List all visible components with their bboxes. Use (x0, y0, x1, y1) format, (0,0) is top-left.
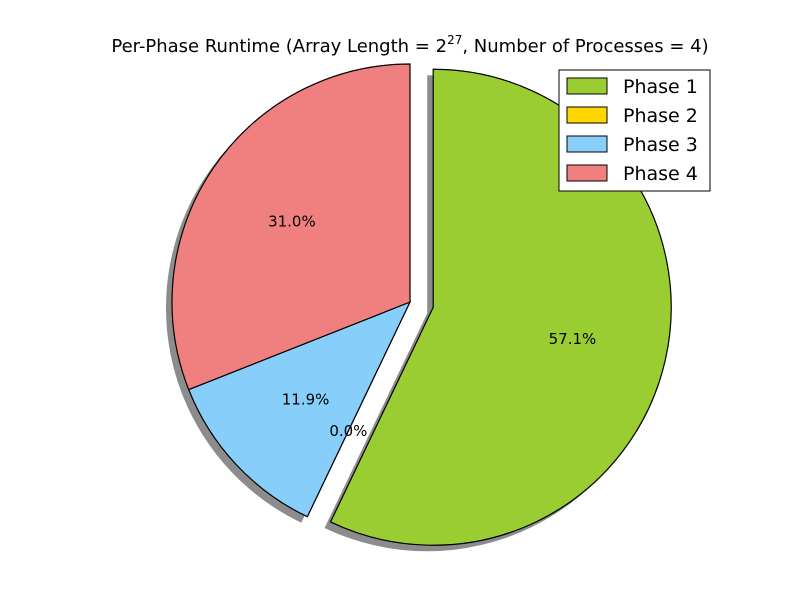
slice-label-phase-3: 11.9% (282, 390, 330, 408)
legend-swatch-phase-2 (566, 106, 608, 124)
legend-swatch-phase-4 (566, 164, 608, 182)
legend-label-phase-3: Phase 3 (623, 134, 698, 156)
chart-title: Per-Phase Runtime (Array Length = 227, N… (111, 33, 708, 57)
slice-phase-4 (171, 63, 411, 391)
slice-phase-3 (187, 300, 412, 518)
slice-label-phase-2: 0.0% (329, 422, 367, 440)
slice-label-phase-4: 31.0% (268, 213, 316, 231)
title-exponent: 27 (447, 33, 462, 47)
title-suffix: , Number of Processes = 4) (462, 36, 708, 57)
legend-swatch-phase-1 (566, 77, 608, 95)
legend-label-phase-2: Phase 2 (623, 105, 698, 127)
slice-labels: 57.1% 0.0% 11.9% 31.0% (268, 213, 596, 440)
legend-label-phase-4: Phase 4 (623, 163, 698, 185)
legend-label-phase-1: Phase 1 (623, 76, 698, 98)
legend: Phase 1 Phase 2 Phase 3 Phase 4 (558, 69, 711, 192)
slice-label-phase-1: 57.1% (549, 330, 597, 348)
legend-swatch-phase-3 (566, 135, 608, 153)
title-prefix: Per-Phase Runtime (Array Length = 2 (111, 36, 447, 57)
